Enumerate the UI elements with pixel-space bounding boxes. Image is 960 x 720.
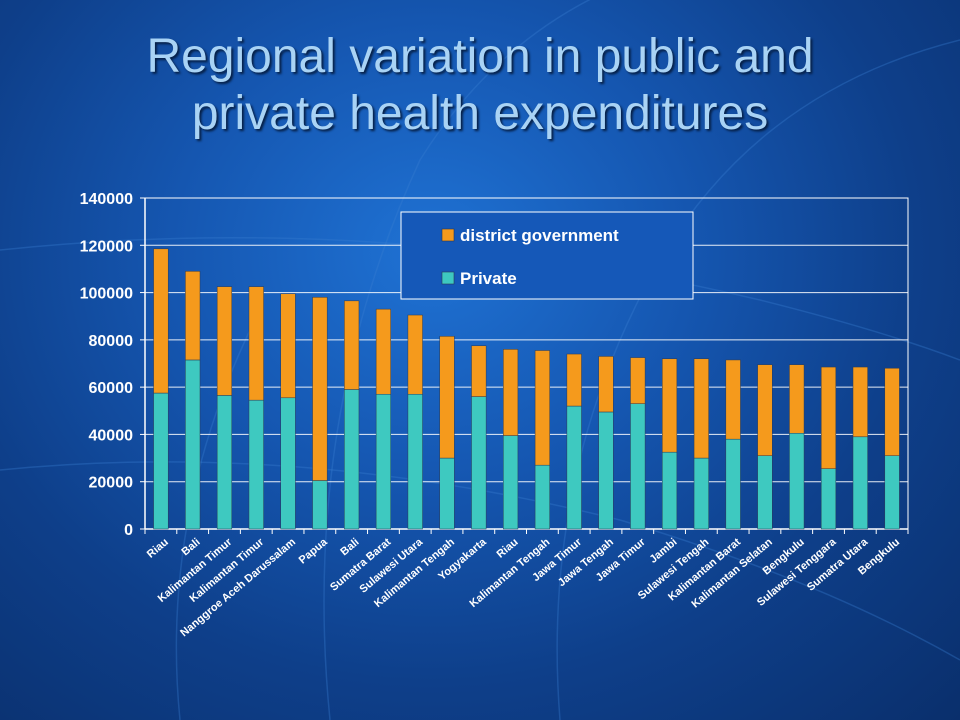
x-category-label: Riau [495, 536, 521, 561]
bar-district-government [852, 366, 868, 438]
bar-district-government [153, 248, 169, 394]
bar-district-government [280, 293, 296, 399]
bar-private [534, 464, 550, 530]
y-tick-label: 40000 [89, 427, 134, 444]
bar-private [503, 435, 519, 530]
bar-district-government [185, 271, 201, 361]
legend-swatch-district-government [441, 228, 455, 242]
bar-private [725, 438, 741, 530]
bar-private [153, 392, 169, 530]
bar-private [598, 411, 614, 530]
legend-box [400, 211, 694, 300]
y-tick-label: 100000 [80, 286, 133, 303]
y-tick-label: 120000 [80, 238, 133, 255]
bar-private [662, 451, 678, 530]
bar-private [693, 457, 709, 530]
bar-district-government [757, 364, 773, 456]
bar-private [439, 457, 455, 530]
bar-private [884, 455, 900, 530]
bar-private [375, 393, 391, 530]
bar-district-government [471, 345, 487, 397]
slide-title-line-2: private health expenditures [191, 87, 769, 140]
bar-district-government [884, 367, 900, 456]
legend-swatch-private [441, 271, 455, 285]
bar-district-government [344, 300, 360, 390]
bar-private [757, 455, 773, 530]
bar-district-government [407, 314, 423, 395]
bar-district-government [662, 358, 678, 453]
bar-private [407, 393, 423, 530]
x-category-label: Bali [179, 536, 202, 558]
bar-district-government [566, 353, 582, 407]
bar-district-government [598, 356, 614, 413]
legend-label-private: Private [460, 269, 517, 288]
bar-district-government [693, 358, 709, 459]
bar-district-government [503, 349, 519, 436]
bar-private [852, 436, 868, 530]
x-category-label: Bali [338, 536, 361, 558]
bar-private [820, 468, 837, 530]
y-tick-label: 140000 [80, 191, 133, 208]
bar-district-government [248, 286, 264, 401]
bar-private [312, 480, 328, 530]
bar-private [344, 389, 360, 530]
bar-district-government [725, 359, 741, 440]
slide-title: Regional variation in public and private… [0, 28, 960, 142]
bar-private [630, 403, 646, 530]
bar-district-government [375, 308, 391, 395]
legend-label-district-government: district government [460, 226, 619, 245]
bar-district-government [439, 336, 455, 459]
bar-district-government [216, 286, 233, 396]
y-tick-label: 60000 [89, 380, 134, 397]
bar-private [185, 359, 201, 530]
bar-private [248, 399, 264, 530]
bar-private [566, 405, 582, 530]
bar-private [471, 396, 487, 530]
bar-district-government [789, 364, 805, 434]
slide-title-line-1: Regional variation in public and [146, 30, 814, 83]
y-tick-label: 20000 [89, 475, 134, 492]
bar-district-government [630, 357, 646, 404]
x-category-label: Papua [297, 536, 331, 567]
bar-district-government [534, 350, 550, 466]
bar-private [280, 397, 296, 530]
bar-private [216, 395, 233, 530]
y-tick-label: 80000 [89, 333, 134, 350]
bar-private [789, 432, 805, 530]
y-tick-label: 0 [124, 522, 133, 539]
bar-district-government [312, 297, 328, 481]
x-category-label: Riau [145, 536, 171, 561]
bar-district-government [820, 366, 837, 469]
